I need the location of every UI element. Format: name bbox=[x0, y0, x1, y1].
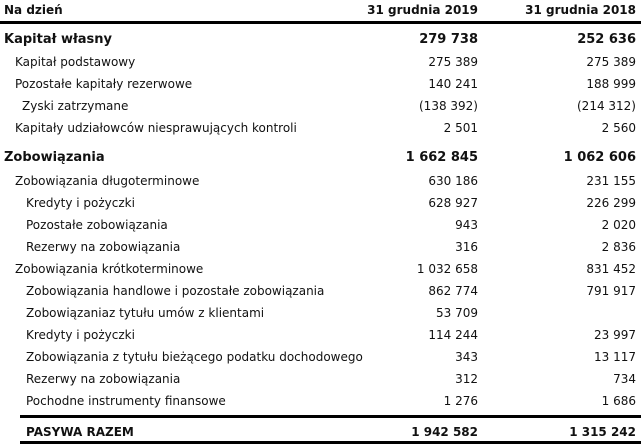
total-label: PASYWA RAZEM bbox=[26, 425, 134, 439]
row-value-2019: 862 774 bbox=[428, 284, 478, 298]
row-value-2018: 252 636 bbox=[577, 32, 636, 47]
total-value-2019: 1 942 582 bbox=[411, 425, 478, 439]
row-value-2018: 831 452 bbox=[586, 262, 636, 276]
row-value-2019: 312 bbox=[455, 372, 478, 386]
total-rule-bottom bbox=[20, 441, 641, 444]
row-value-2018: 791 917 bbox=[586, 284, 636, 298]
total-rule-top bbox=[20, 415, 641, 418]
row-label: Kredyty i pożyczki bbox=[26, 328, 135, 342]
row-value-2018: 1 062 606 bbox=[563, 150, 636, 165]
row-value-2019: 943 bbox=[455, 218, 478, 232]
row-value-2019: 275 389 bbox=[428, 55, 478, 69]
table-row: Zobowiązania handlowe i pozostałe zobowi… bbox=[0, 281, 641, 301]
row-value-2019: 279 738 bbox=[419, 32, 478, 47]
row-label: Zobowiązania handlowe i pozostałe zobowi… bbox=[26, 284, 325, 298]
row-value-2019: 316 bbox=[455, 240, 478, 254]
row-value-2018: 275 389 bbox=[586, 55, 636, 69]
row-value-2019: (138 392) bbox=[419, 99, 478, 113]
row-value-2019: 1 032 658 bbox=[416, 262, 478, 276]
row-label: Zobowiązaniaz tytułu umów z klientami bbox=[26, 306, 265, 320]
table-row: Pozostałe kapitały rezerwowe 140 241 188… bbox=[0, 74, 641, 94]
total-value-2018: 1 315 242 bbox=[569, 425, 636, 439]
table-row: Zobowiązania z tytułu bieżącego podatku … bbox=[0, 347, 641, 367]
row-value-2018: 2 020 bbox=[601, 218, 636, 232]
row-value-2019: 628 927 bbox=[428, 196, 478, 210]
row-label: Zobowiązania krótkoterminowe bbox=[15, 262, 204, 276]
row-value-2018: 2 560 bbox=[601, 121, 636, 135]
row-label: Zobowiązania z tytułu bieżącego podatku … bbox=[26, 350, 363, 364]
table-row: Pozostałe zobowiązania 943 2 020 bbox=[0, 215, 641, 235]
row-label: Kapitały udziałowców niesprawujących kon… bbox=[15, 121, 297, 135]
row-label: Rezerwy na zobowiązania bbox=[26, 372, 181, 386]
table-row: Kapitały udziałowców niesprawujących kon… bbox=[0, 118, 641, 138]
row-label: Pozostałe zobowiązania bbox=[26, 218, 168, 232]
table-row: Zyski zatrzymane (138 392) (214 312) bbox=[0, 96, 641, 116]
row-value-2018: 1 686 bbox=[601, 394, 636, 408]
table-row: Rezerwy na zobowiązania 316 2 836 bbox=[0, 237, 641, 257]
table-row: Kredyty i pożyczki 628 927 226 299 bbox=[0, 193, 641, 213]
row-value-2018: 2 836 bbox=[601, 240, 636, 254]
header-rule bbox=[0, 21, 641, 24]
row-value-2019: 343 bbox=[455, 350, 478, 364]
row-value-2018: 231 155 bbox=[586, 174, 636, 188]
row-value-2019: 1 662 845 bbox=[405, 150, 478, 165]
row-value-2019: 2 501 bbox=[443, 121, 478, 135]
header-col-2019: 31 grudnia 2019 bbox=[367, 3, 478, 17]
table-row: Pochodne instrumenty finansowe 1 276 1 6… bbox=[0, 391, 641, 411]
header-col-2018: 31 grudnia 2018 bbox=[525, 3, 636, 17]
table-row: Zobowiązaniaz tytułu umów z klientami 53… bbox=[0, 303, 641, 323]
row-label: Kapitał własny bbox=[4, 32, 113, 47]
row-label: Zobowiązania długoterminowe bbox=[15, 174, 200, 188]
row-value-2019: 140 241 bbox=[428, 77, 478, 91]
table-row: Kapitał podstawowy 275 389 275 389 bbox=[0, 52, 641, 72]
row-value-2018: 226 299 bbox=[586, 196, 636, 210]
row-label: Pozostałe kapitały rezerwowe bbox=[15, 77, 193, 91]
row-value-2018: (214 312) bbox=[577, 99, 636, 113]
row-value-2018: 23 997 bbox=[594, 328, 636, 342]
row-value-2019: 53 709 bbox=[436, 306, 478, 320]
row-value-2018: 13 117 bbox=[594, 350, 636, 364]
table-row: Kapitał własny 279 738 252 636 bbox=[0, 30, 641, 50]
row-value-2019: 630 186 bbox=[428, 174, 478, 188]
table-row: Rezerwy na zobowiązania 312 734 bbox=[0, 369, 641, 389]
row-label: Rezerwy na zobowiązania bbox=[26, 240, 181, 254]
row-label: Zobowiązania bbox=[4, 150, 105, 165]
row-label: Pochodne instrumenty finansowe bbox=[26, 394, 226, 408]
row-label: Kapitał podstawowy bbox=[15, 55, 136, 69]
row-value-2018: 734 bbox=[613, 372, 636, 386]
table-row: Kredyty i pożyczki 114 244 23 997 bbox=[0, 325, 641, 345]
table-row: Zobowiązania 1 662 845 1 062 606 bbox=[0, 148, 641, 168]
total-row: PASYWA RAZEM 1 942 582 1 315 242 bbox=[0, 422, 641, 442]
table-row: Zobowiązania długoterminowe 630 186 231 … bbox=[0, 171, 641, 191]
row-label: Zyski zatrzymane bbox=[22, 99, 129, 113]
header-label: Na dzień bbox=[4, 3, 63, 17]
table-header: Na dzień 31 grudnia 2019 31 grudnia 2018 bbox=[0, 0, 641, 20]
row-value-2018: 188 999 bbox=[586, 77, 636, 91]
row-value-2019: 1 276 bbox=[443, 394, 478, 408]
table-row: Zobowiązania krótkoterminowe 1 032 658 8… bbox=[0, 259, 641, 279]
row-label: Kredyty i pożyczki bbox=[26, 196, 135, 210]
row-value-2019: 114 244 bbox=[428, 328, 478, 342]
